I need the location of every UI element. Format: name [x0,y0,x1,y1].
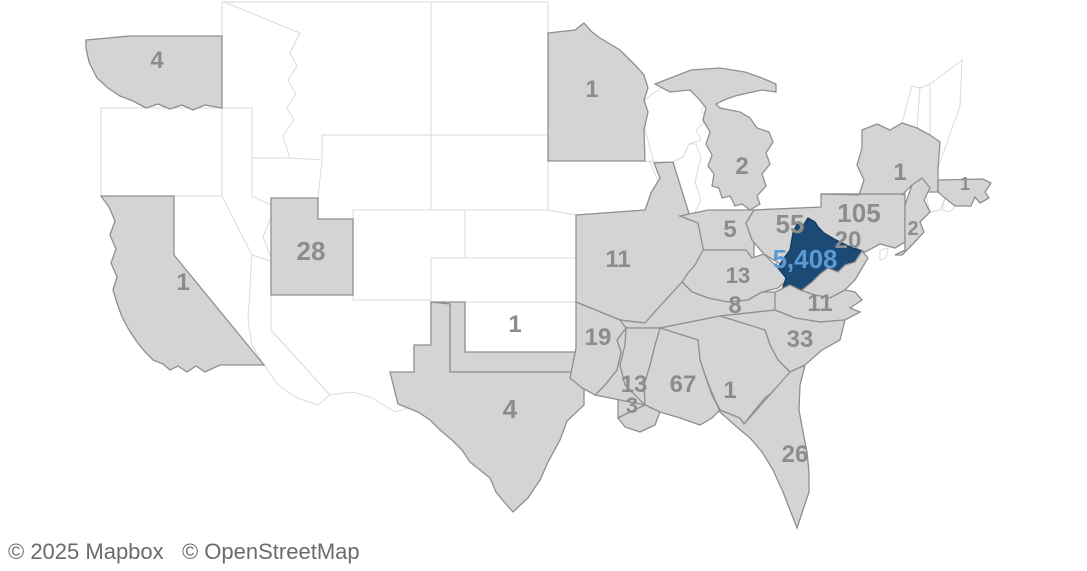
svg-text:33: 33 [787,326,814,353]
svg-text:19: 19 [585,324,612,351]
svg-text:55: 55 [776,209,805,239]
svg-text:2: 2 [735,153,748,180]
svg-text:28: 28 [297,236,326,266]
svg-text:4: 4 [503,394,518,424]
svg-text:3: 3 [626,393,638,418]
svg-text:26: 26 [782,441,809,468]
svg-text:1: 1 [585,76,598,103]
svg-text:1: 1 [960,174,970,194]
svg-text:1: 1 [508,311,521,338]
svg-text:5: 5 [723,216,736,243]
svg-text:13: 13 [726,263,750,288]
svg-text:2: 2 [907,218,918,240]
svg-text:20: 20 [835,227,862,254]
svg-text:11: 11 [807,290,832,317]
svg-text:1: 1 [893,159,906,186]
svg-text:105: 105 [837,198,880,228]
svg-text:67: 67 [670,371,697,398]
svg-text:11: 11 [605,246,630,273]
svg-text:5,408: 5,408 [772,244,837,274]
svg-text:4: 4 [150,47,164,74]
svg-text:1: 1 [723,377,736,404]
svg-text:8: 8 [728,292,741,319]
svg-text:1: 1 [176,269,189,296]
